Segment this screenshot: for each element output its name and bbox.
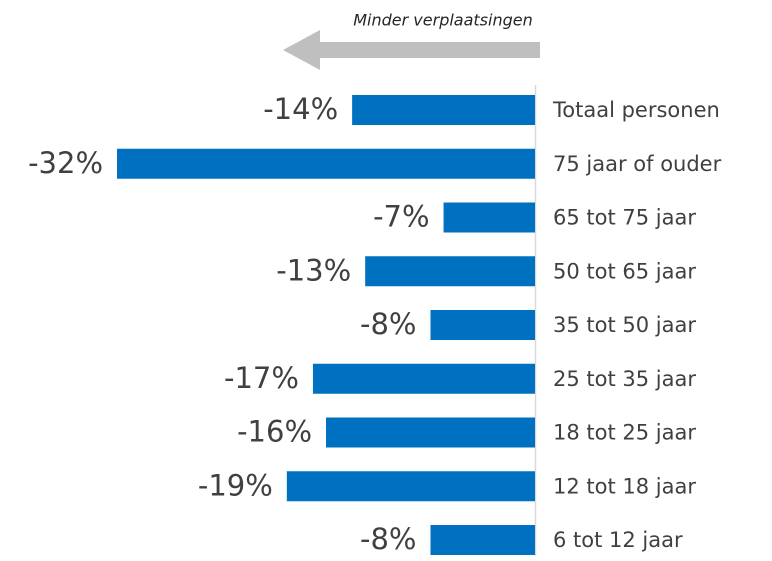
category-label: 25 tot 35 jaar xyxy=(553,367,696,391)
bar xyxy=(117,148,535,179)
category-label: 18 tot 25 jaar xyxy=(553,421,696,445)
annotation: Minder verplaatsingen xyxy=(353,11,533,30)
value-label: -19% xyxy=(198,468,273,502)
bar xyxy=(326,417,535,448)
value-label: -8% xyxy=(360,522,416,556)
category-label: 75 jaar of ouder xyxy=(553,152,722,176)
category-label: Totaal personen xyxy=(552,98,720,122)
bar xyxy=(443,202,535,233)
bar xyxy=(365,256,535,287)
category-label: 50 tot 65 jaar xyxy=(553,259,696,283)
bar xyxy=(430,525,535,555)
arrow xyxy=(283,30,540,70)
value-label: -8% xyxy=(360,307,416,341)
value-label: -13% xyxy=(276,253,351,287)
value-label: -7% xyxy=(373,200,429,234)
category-label: 12 tot 18 jaar xyxy=(553,474,696,498)
value-label: -32% xyxy=(28,146,103,180)
bar xyxy=(430,310,535,340)
value-label: -16% xyxy=(237,415,312,449)
bar xyxy=(286,471,535,502)
value-label: -17% xyxy=(224,361,299,395)
bar xyxy=(352,95,535,125)
category-label: 6 tot 12 jaar xyxy=(553,528,683,552)
category-label: 65 tot 75 jaar xyxy=(553,206,696,230)
bar xyxy=(312,363,535,394)
value-label: -14% xyxy=(263,92,338,126)
category-label: 35 tot 50 jaar xyxy=(553,313,696,337)
